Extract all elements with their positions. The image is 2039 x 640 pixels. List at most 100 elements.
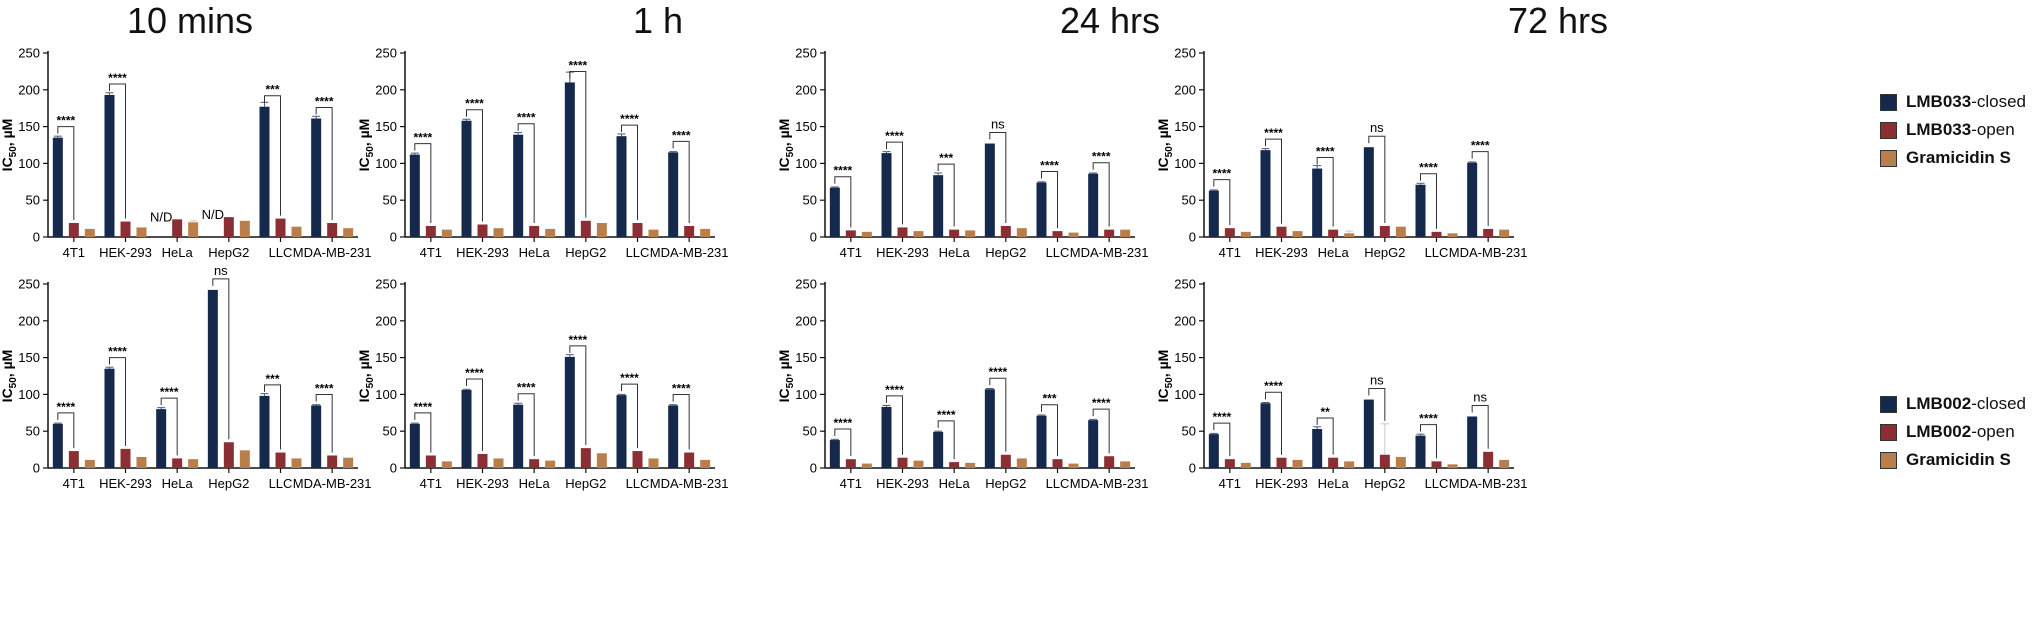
significance-label: **** [413, 400, 432, 414]
significance-label: **** [1040, 159, 1059, 173]
y-axis-label: IC50, µM [356, 350, 376, 403]
bar-LMB033-open [275, 218, 286, 237]
significance-label: **** [1212, 410, 1231, 424]
significance-bracket [569, 345, 587, 446]
legend-swatch-open [1880, 121, 1897, 139]
significance-bracket [1368, 135, 1386, 223]
x-tick-label: HepG2 [208, 476, 249, 491]
x-tick-label: MDA-MB-231 [1070, 245, 1149, 260]
significance-bracket [1092, 408, 1110, 454]
bar-Gramicidin S [188, 222, 199, 237]
significance-label: **** [465, 366, 484, 380]
legend-label-suffix: -open [1971, 422, 2015, 441]
significance-bracket [1041, 171, 1058, 229]
y-tick-label: 200 [795, 313, 817, 328]
y-tick-label: 150 [795, 350, 817, 365]
bar-LMB002-open [897, 457, 908, 468]
significance-label: **** [1264, 379, 1283, 393]
y-tick-label: 250 [18, 277, 40, 292]
bar-Gramicidin S [291, 226, 302, 237]
y-tick-label: 150 [375, 350, 397, 365]
significance-label: **** [885, 129, 904, 143]
significance-label: ns [1473, 389, 1487, 404]
legend-label-prefix: LMB033 [1906, 120, 1972, 139]
significance-label: *** [939, 151, 953, 165]
y-tick-label: 200 [795, 82, 817, 97]
bar-LMB002-open [425, 455, 436, 468]
y-tick-label: 0 [810, 461, 817, 476]
legend-label-prefix: LMB002 [1906, 422, 1972, 441]
bar-Gramicidin S [493, 458, 504, 468]
bar-Gramicidin S [136, 227, 147, 237]
bar-Gramicidin S [648, 229, 659, 237]
x-tick-label: HEK-293 [876, 245, 929, 260]
x-tick-label: LLC [626, 245, 650, 260]
bar-LMB033-open [1276, 226, 1287, 237]
bar-LMB033-open [477, 224, 488, 237]
significance-bracket [1213, 179, 1231, 226]
bar-LMB002-open [580, 448, 591, 468]
y-axis-label: IC50, µM [0, 350, 19, 403]
bar-LMB002-open [949, 462, 960, 468]
significance-bracket [989, 377, 1007, 452]
x-tick-label: 4T1 [1219, 476, 1241, 491]
significance-label: **** [568, 333, 587, 347]
y-tick-label: 150 [375, 119, 397, 134]
bar-LMB033-closed [1363, 147, 1374, 237]
bar-LMB033-closed [564, 82, 575, 237]
significance-label: **** [108, 71, 127, 85]
bar-Gramicidin S [700, 459, 711, 468]
bar-Gramicidin S [1240, 231, 1251, 237]
y-tick-label: 50 [803, 193, 817, 208]
legend-label-prefix: LMB002 [1906, 394, 1972, 413]
legend-item: LMB033 -open [1880, 116, 2026, 144]
y-tick-label: 50 [803, 424, 817, 439]
bar-LMB033-closed [311, 118, 322, 237]
y-tick-label: 50 [26, 193, 40, 208]
bar-LMB033-closed [933, 175, 944, 237]
bar-LMB002-closed [461, 389, 472, 468]
x-tick-label: HEK-293 [99, 245, 152, 260]
bar-LMB033-closed [52, 137, 63, 237]
significance-bracket [1471, 404, 1489, 449]
significance-bracket [621, 383, 638, 449]
significance-label: **** [517, 111, 536, 125]
legend-swatch-open [1880, 423, 1897, 441]
x-tick-label: HeLa [1318, 245, 1350, 260]
bar-Gramicidin S [84, 228, 95, 237]
y-tick-label: 0 [1189, 461, 1196, 476]
x-tick-label: LLC [1425, 476, 1449, 491]
x-tick-label: 4T1 [840, 245, 862, 260]
significance-label: **** [672, 381, 691, 395]
bar-LMB033-open [1328, 229, 1339, 237]
significance-bracket [1420, 424, 1437, 459]
x-tick-label: HepG2 [985, 245, 1026, 260]
bar-Gramicidin S [493, 228, 504, 237]
significance-label: **** [56, 114, 75, 128]
bar-LMB033-closed [104, 94, 115, 238]
x-tick-label: LLC [269, 476, 293, 491]
significance-bracket [466, 109, 483, 222]
bar-Gramicidin S [1120, 229, 1131, 237]
significance-bracket [212, 278, 230, 440]
y-tick-label: 250 [795, 277, 817, 292]
y-tick-label: 150 [1174, 119, 1196, 134]
significance-label: **** [517, 381, 536, 395]
bar-LMB033-closed [1088, 173, 1099, 237]
significance-label: **** [160, 385, 179, 399]
bar-LMB033-open [425, 225, 436, 237]
bar-LMB002-closed [829, 440, 840, 468]
y-tick-label: 250 [375, 277, 397, 292]
x-tick-label: LLC [1425, 245, 1449, 260]
bar-Gramicidin S [545, 460, 556, 468]
x-tick-label: 4T1 [840, 476, 862, 491]
significance-label: **** [315, 95, 334, 109]
x-tick-label: HeLa [162, 476, 194, 491]
significance-label: **** [1316, 145, 1335, 159]
significance-bracket [621, 124, 638, 221]
significance-bracket [315, 107, 333, 221]
significance-label: ns [1370, 120, 1384, 135]
bar-LMB002-closed [259, 395, 270, 468]
significance-label: **** [833, 164, 852, 178]
y-tick-label: 50 [383, 424, 397, 439]
